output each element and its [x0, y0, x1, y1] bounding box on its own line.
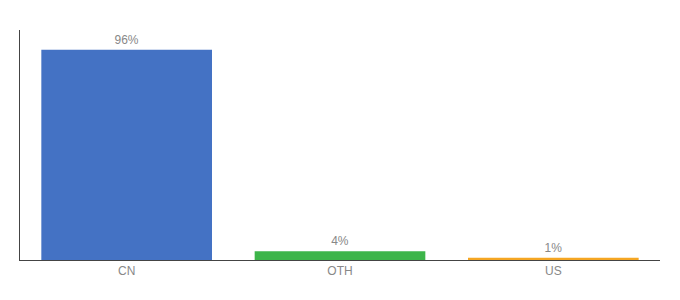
svg-text:US: US — [545, 264, 562, 278]
svg-text:CN: CN — [118, 264, 135, 278]
svg-text:96%: 96% — [114, 33, 138, 47]
svg-text:1%: 1% — [544, 241, 562, 255]
svg-text:OTH: OTH — [327, 264, 352, 278]
svg-text:4%: 4% — [331, 234, 349, 248]
